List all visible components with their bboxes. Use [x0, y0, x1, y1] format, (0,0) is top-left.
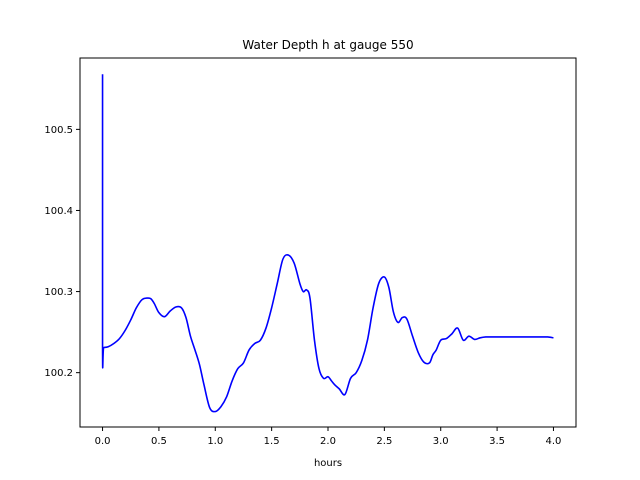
plot-area [79, 57, 577, 428]
x-tick-label: 3.0 [433, 436, 449, 447]
y-tick-label: 100.3 [44, 287, 73, 298]
x-tick-label: 1.0 [207, 436, 223, 447]
series-line [101, 74, 554, 413]
y-tick-label: 100.4 [44, 206, 73, 217]
y-tick-label: 100.2 [44, 368, 73, 379]
x-axis: 0.0 0.5 1.0 1.5 2.0 2.5 3.0 3.5 4.0 [95, 427, 562, 447]
x-tick-label: 4.0 [546, 436, 562, 447]
x-tick-label: 0.5 [151, 436, 167, 447]
x-tick-label: 0.0 [95, 436, 111, 447]
y-tick-label: 100.5 [44, 125, 73, 136]
x-tick-label: 2.0 [320, 436, 336, 447]
x-tick-label: 3.5 [489, 436, 505, 447]
y-axis: 100.2 100.3 100.4 100.5 [44, 125, 80, 379]
chart-title: Water Depth h at gauge 550 [242, 38, 413, 52]
x-tick-label: 1.5 [264, 436, 280, 447]
x-tick-label: 2.5 [376, 436, 392, 447]
x-axis-label: hours [314, 458, 342, 469]
series-layer [101, 74, 554, 413]
